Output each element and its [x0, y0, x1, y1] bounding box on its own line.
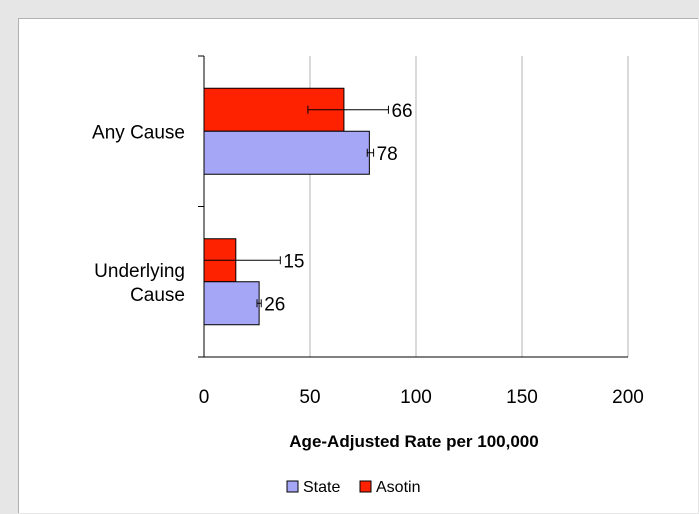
legend-label: Asotin: [376, 479, 420, 496]
x-tick-label: 0: [199, 387, 210, 408]
axes: [198, 55, 628, 358]
legend: State Asotin: [286, 479, 420, 496]
bars: [203, 87, 370, 326]
category-label: Any Cause: [92, 122, 185, 143]
category-label: Underlying Cause: [94, 261, 185, 306]
bar-state: [203, 281, 260, 326]
data-labels: 66 78 15 26: [264, 101, 412, 316]
data-label: 78: [377, 144, 398, 165]
bar-state: [203, 130, 370, 175]
error-bars: [203, 105, 389, 308]
bar-chart: 66 78 15 26 Any Cause Underlying Cause 0 50 100…: [92, 55, 644, 496]
x-axis-title: Age-Adjusted Rate per 100,000: [289, 432, 538, 451]
x-tick-label: 100: [400, 387, 432, 408]
x-tick-label: 50: [299, 387, 320, 408]
legend-swatch-asotin: [359, 480, 372, 493]
chart-frame: 66 78 15 26 Any Cause Underlying Cause 0 50 100…: [18, 18, 698, 513]
data-label: 66: [391, 101, 412, 122]
x-tick-label: 150: [506, 387, 538, 408]
legend-label: State: [303, 479, 340, 496]
legend-swatch-state: [286, 480, 299, 493]
x-tick-label: 200: [612, 387, 644, 408]
x-tick-labels: 0 50 100 150 200: [199, 387, 644, 408]
category-labels: Any Cause Underlying Cause: [92, 122, 185, 306]
data-label: 26: [264, 294, 285, 315]
gridlines: [309, 56, 629, 357]
data-label: 15: [283, 251, 304, 272]
